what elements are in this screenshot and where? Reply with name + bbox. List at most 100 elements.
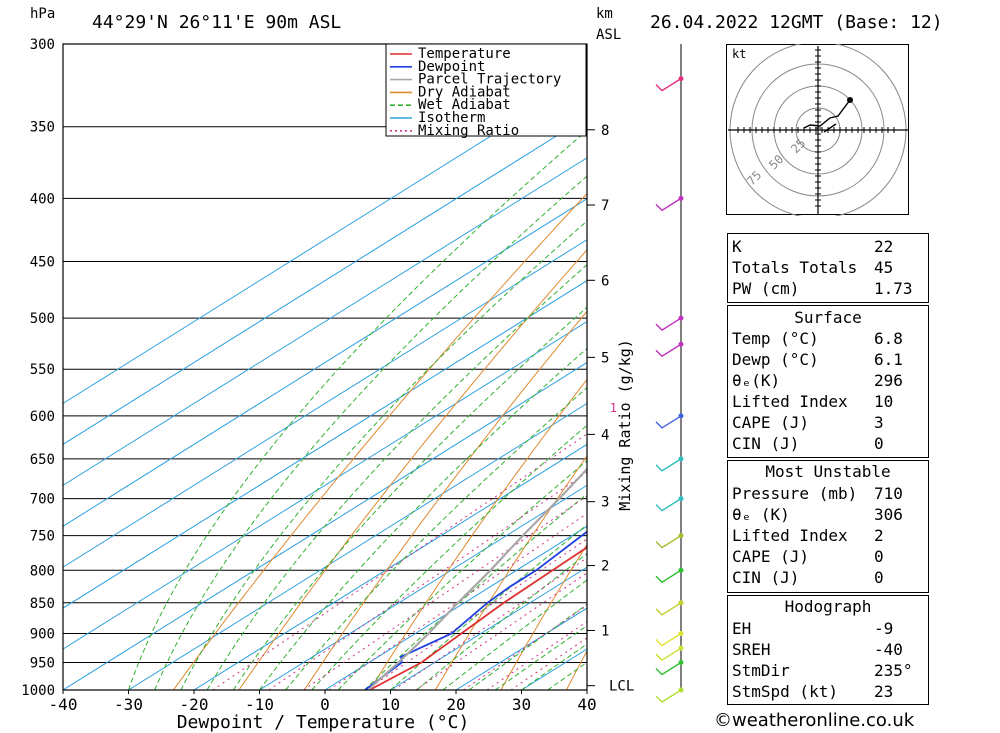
indices-box: K 22 Totals Totals 45 PW (cm) 1.73 <box>727 233 929 303</box>
temperature-tick-label: -10 <box>245 695 274 714</box>
temperature-tick-label: -30 <box>114 695 143 714</box>
wet-adiabat-line <box>180 220 587 690</box>
surface-dewp-value: 6.1 <box>874 350 903 369</box>
mu-cape-value: 0 <box>874 547 884 566</box>
dewpoint-line <box>364 530 587 690</box>
hodograph-params-title: Hodograph <box>784 597 872 616</box>
wet-adiabat-line <box>232 306 587 690</box>
isotherm-line <box>259 484 587 690</box>
wind-barb <box>655 498 682 512</box>
height-tick-label: 5 <box>601 350 609 366</box>
wet-adiabat-line <box>363 493 587 690</box>
dry-adiabat-line <box>172 192 587 690</box>
pressure-tick-label: 300 <box>30 37 55 53</box>
isotherm-line <box>63 198 587 527</box>
index-row-pw: PW (cm) 1.73 <box>728 278 928 299</box>
lcl-label: LCL <box>609 679 634 695</box>
isotherm-line <box>63 320 587 650</box>
legend-item-label: Dry Adiabat <box>418 84 511 100</box>
height-tick-label: 3 <box>601 495 609 511</box>
stmdir-label: StmDir <box>732 661 790 680</box>
legend-item-label: Dewpoint <box>418 59 485 75</box>
temperature-tick-label: 20 <box>446 695 465 714</box>
km-label: km <box>596 6 613 22</box>
eh-label: EH <box>732 619 752 638</box>
temperature-tick-label: 0 <box>320 695 330 714</box>
wind-barb <box>655 647 682 662</box>
pressure-tick-label: 500 <box>30 311 55 327</box>
surface-li-value: 10 <box>874 392 894 411</box>
isotherm-line <box>193 443 587 690</box>
mu-pressure-value: 710 <box>874 484 903 503</box>
stmspd-value: 23 <box>874 682 894 701</box>
height-tick-label: 6 <box>601 273 609 289</box>
parcel-trajectory-line <box>368 467 587 690</box>
legend-item-label: Isotherm <box>418 110 485 126</box>
height-tick-label: 8 <box>601 123 609 139</box>
pressure-tick-label: 350 <box>30 120 55 136</box>
sreh-label: SREH <box>732 640 771 659</box>
surface-dewp-label: Dewp (°C) <box>732 350 819 369</box>
dry-adiabat-line <box>238 249 587 690</box>
dry-adiabat-line <box>303 310 587 690</box>
wet-adiabat-line <box>337 460 587 690</box>
pressure-tick-label: 600 <box>30 409 55 425</box>
copyright-text[interactable]: ©weatheronline.co.uk <box>714 710 915 731</box>
wet-adiabat-line <box>468 603 587 690</box>
datetime-title: 26.04.2022 12GMT (Base: 12) <box>650 12 943 33</box>
wind-barb <box>655 602 682 616</box>
temperature-tick-label: 40 <box>577 695 596 714</box>
isotherm-line <box>63 157 587 486</box>
isotherm-line <box>63 361 587 690</box>
wind-barb <box>655 317 682 331</box>
isotherm-line <box>63 75 587 405</box>
mixing-ratio-line <box>415 572 587 690</box>
height-tick-label: 2 <box>601 559 609 575</box>
skew-t-chart: 3003504004505005506006507007508008509009… <box>21 37 634 733</box>
isotherm-line <box>63 280 587 609</box>
mixing-ratio-tick-label: 1 <box>610 401 617 415</box>
mu-cape-label: CAPE (J) <box>732 547 810 566</box>
wind-barb <box>655 458 682 472</box>
legend-item-label: Wet Adiabat <box>418 97 511 113</box>
temperature-tick-label: 10 <box>381 695 400 714</box>
wind-barb <box>655 343 682 358</box>
stmspd-label: StmSpd (kt) <box>732 682 838 701</box>
location-title: 44°29'N 26°11'E 90m ASL <box>92 12 342 33</box>
wet-adiabat-line <box>547 661 587 690</box>
stmdir-value: 235° <box>874 661 913 680</box>
wet-adiabat-line <box>285 387 587 690</box>
isotherm-line <box>63 239 587 568</box>
k-value: 22 <box>874 237 894 256</box>
legend-box <box>385 43 587 137</box>
surface-temp-value: 6.8 <box>874 329 903 348</box>
dry-adiabat-line <box>369 378 587 690</box>
wind-barb <box>655 689 682 703</box>
wind-barb <box>655 415 682 429</box>
pressure-tick-label: 750 <box>30 529 55 545</box>
mixing-ratio-line <box>328 512 587 690</box>
surface-cin-value: 0 <box>874 434 884 453</box>
index-row-tt: Totals Totals 45 <box>728 257 928 278</box>
hodograph-params-box: Hodograph EH -9 SREH -40 StmDir 235° StmSpd… <box>727 595 929 705</box>
temperature-tick-label: 30 <box>512 695 531 714</box>
hodograph-top-point <box>847 97 853 103</box>
hodograph-trace <box>803 99 851 129</box>
pressure-tick-label: 1000 <box>21 683 55 699</box>
temperature-line <box>369 546 587 690</box>
wet-adiabat-line <box>259 347 587 690</box>
legend-item-label: Mixing Ratio <box>418 123 519 139</box>
wind-profile <box>655 44 684 703</box>
surface-theta-label: θₑ(K) <box>732 371 781 390</box>
height-tick-label: 4 <box>601 427 609 443</box>
pressure-tick-label: 700 <box>30 492 55 508</box>
pw-value: 1.73 <box>874 279 913 298</box>
wind-barb <box>655 78 682 92</box>
pressure-tick-label: 550 <box>30 362 55 378</box>
surface-box: Surface Temp (°C) 6.8 Dewp (°C) 6.1 θₑ(K) 2… <box>727 305 929 458</box>
wind-barb <box>655 632 682 647</box>
legend-item-label: Temperature <box>418 46 511 62</box>
mu-li-value: 2 <box>874 526 884 545</box>
isotherm-line <box>128 402 587 690</box>
